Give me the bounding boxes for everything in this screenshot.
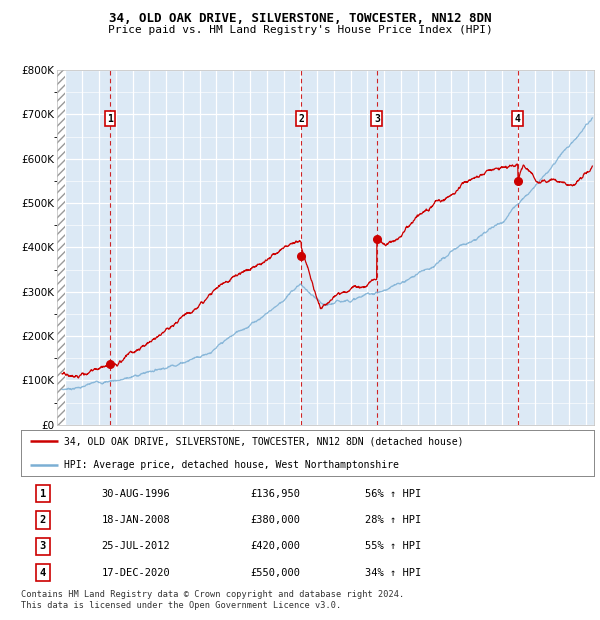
Text: 2: 2: [40, 515, 46, 525]
Text: 30-AUG-1996: 30-AUG-1996: [101, 489, 170, 498]
Text: 4: 4: [40, 568, 46, 578]
Text: 18-JAN-2008: 18-JAN-2008: [101, 515, 170, 525]
Text: £420,000: £420,000: [250, 541, 300, 551]
Text: Contains HM Land Registry data © Crown copyright and database right 2024.: Contains HM Land Registry data © Crown c…: [21, 590, 404, 600]
Text: Price paid vs. HM Land Registry's House Price Index (HPI): Price paid vs. HM Land Registry's House …: [107, 25, 493, 35]
Text: £136,950: £136,950: [250, 489, 300, 498]
Text: 3: 3: [40, 541, 46, 551]
Text: 55% ↑ HPI: 55% ↑ HPI: [365, 541, 421, 551]
Text: 17-DEC-2020: 17-DEC-2020: [101, 568, 170, 578]
Text: 34% ↑ HPI: 34% ↑ HPI: [365, 568, 421, 578]
Text: This data is licensed under the Open Government Licence v3.0.: This data is licensed under the Open Gov…: [21, 601, 341, 611]
Text: 1: 1: [40, 489, 46, 498]
Text: 4: 4: [515, 114, 521, 124]
Text: 34, OLD OAK DRIVE, SILVERSTONE, TOWCESTER, NN12 8DN (detached house): 34, OLD OAK DRIVE, SILVERSTONE, TOWCESTE…: [64, 436, 463, 446]
Text: 1: 1: [107, 114, 113, 124]
Text: 3: 3: [374, 114, 380, 124]
Text: 25-JUL-2012: 25-JUL-2012: [101, 541, 170, 551]
Text: £550,000: £550,000: [250, 568, 300, 578]
Text: 28% ↑ HPI: 28% ↑ HPI: [365, 515, 421, 525]
Text: HPI: Average price, detached house, West Northamptonshire: HPI: Average price, detached house, West…: [64, 459, 399, 469]
Bar: [57, 70, 65, 425]
Text: 34, OLD OAK DRIVE, SILVERSTONE, TOWCESTER, NN12 8DN: 34, OLD OAK DRIVE, SILVERSTONE, TOWCESTE…: [109, 12, 491, 25]
Text: 2: 2: [298, 114, 304, 124]
Text: £380,000: £380,000: [250, 515, 300, 525]
Text: 56% ↑ HPI: 56% ↑ HPI: [365, 489, 421, 498]
